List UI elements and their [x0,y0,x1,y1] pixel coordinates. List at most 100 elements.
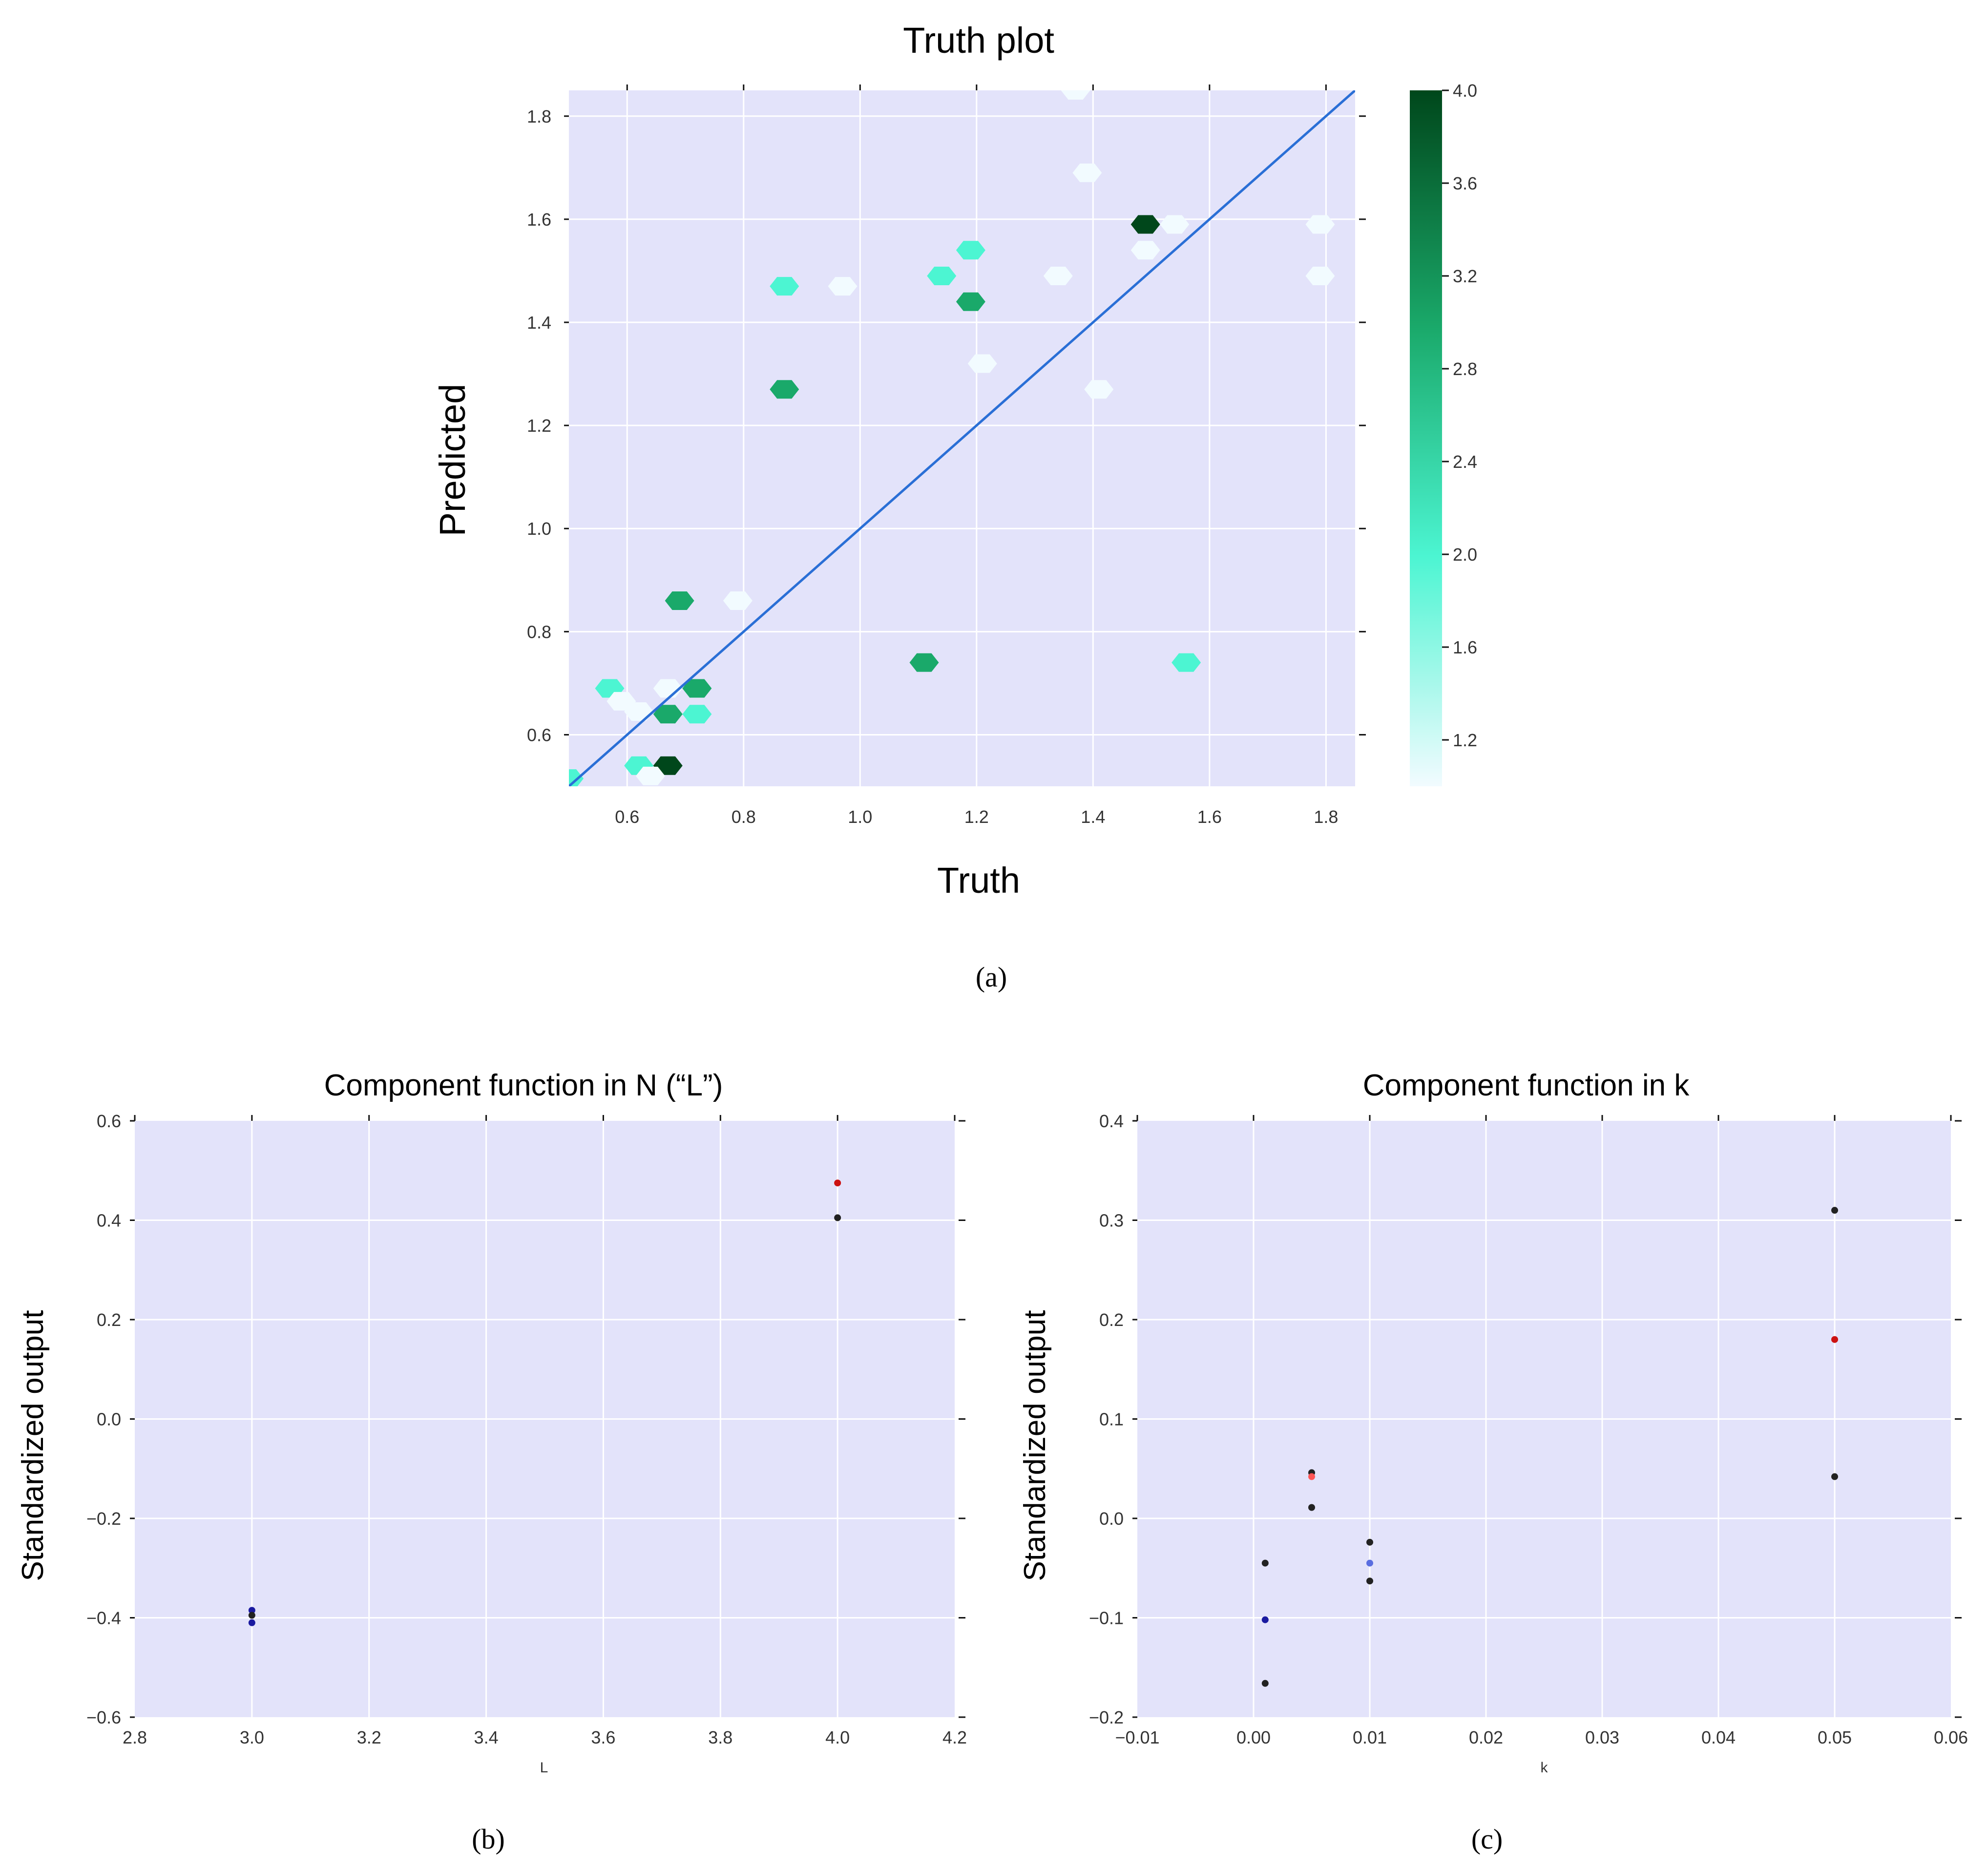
chart-a-hexbin [635,766,665,785]
chart-c-point [1366,1559,1373,1567]
chart-c-point [1831,1473,1838,1480]
chart-c-point [1366,1538,1373,1546]
a-ytick-label: 0.8 [527,622,551,642]
chart-c-point [1308,1504,1315,1511]
chart-a-hexbin [770,380,799,399]
chart-c-gridlines [1137,1121,1951,1717]
chart-a-identity-line [569,90,1355,786]
a-ytick-label: 1.0 [527,519,551,539]
chart-a-hexbins [569,90,1335,786]
c-xtick-label: 0.01 [1353,1727,1387,1747]
a-xtick-label: 0.6 [615,807,639,827]
chart-a-ylabel: Predicted [432,384,473,537]
chart-a-hexbin [1305,267,1335,285]
chart-a-gridlines [569,90,1355,786]
chart-c-title: Component function in k [1363,1069,1690,1102]
chart-c-point [1366,1577,1373,1585]
chart-b-points [248,1179,841,1626]
chart-a-hexbin [909,653,939,672]
chart-a-hexbin [1172,653,1201,672]
a-xtick-label: 1.8 [1314,807,1338,827]
chart-c-points [1261,1207,1838,1687]
b-xtick-label: 3.0 [240,1727,264,1747]
b-ytick-label: 0.0 [97,1409,121,1430]
chart-c-point [1261,1559,1269,1567]
chart-a-hexbin [682,705,712,724]
b-ytick-label: −0.2 [86,1509,121,1529]
chart-a-hexbin [665,591,694,610]
chart-b-point [248,1607,255,1614]
chart-b-point [248,1619,255,1626]
b-ytick-label: −0.6 [86,1707,121,1727]
chart-a-hexbin [624,702,654,721]
b-xtick-label: 3.8 [708,1727,732,1747]
chart-a-caption: (a) [976,961,1007,993]
a-xtick-label: 1.6 [1197,807,1222,827]
chart-c-point [1261,1616,1269,1623]
chart-b-point [834,1214,841,1221]
c-ytick-label: 0.2 [1099,1310,1124,1330]
a-ytick-label: 0.6 [527,725,551,745]
chart-a-hexbin [682,679,712,698]
chart-a-hexbin [1305,215,1335,234]
chart-c-ylabel: Standardized output [1018,1310,1052,1581]
chart-b-point [834,1179,841,1187]
chart-a-hexbin [1084,380,1114,399]
chart-a-hexbin [653,705,683,724]
chart-b-ticks: 2.8 3.0 3.2 3.4 3.6 3.8 4.0 4.2 −0.6 −0.4 −0.2 0.0 0… [86,1111,967,1747]
chart-a-colorbar-tick-label: 2.4 [1453,452,1477,472]
chart-a-hexbin [1043,267,1073,285]
chart-a-hexbin [967,354,997,373]
chart-a-hexbin [927,267,957,285]
a-xtick-label: 1.4 [1081,807,1105,827]
b-xtick-label: 2.8 [123,1727,147,1747]
chart-b-xlabel: L [540,1760,548,1776]
c-xtick-label: 0.04 [1701,1727,1736,1747]
c-xtick-label: 0.03 [1585,1727,1619,1747]
chart-c-xlabel: k [1541,1760,1549,1776]
chart-c-point [1308,1473,1315,1480]
c-ytick-label: 0.4 [1099,1111,1124,1131]
b-xtick-label: 3.4 [474,1727,499,1747]
a-ytick-label: 1.2 [527,416,551,436]
chart-a-hexbin [1061,90,1090,100]
c-xtick-label: 0.02 [1469,1727,1503,1747]
a-xtick-label: 1.0 [848,807,872,827]
chart-a-title: Truth plot [903,20,1054,61]
chart-a-hexbin [956,292,985,311]
b-ytick-label: 0.4 [97,1211,121,1231]
c-ytick-label: 0.3 [1099,1211,1124,1231]
c-ytick-label: 0.1 [1099,1409,1124,1430]
chart-c-ticks: −0.01 0.00 0.01 0.02 0.03 0.04 0.05 0.06 −0.2 −0.… [1089,1111,1968,1747]
chart-b-point [248,1612,255,1619]
chart-a-xlabel: Truth [937,860,1020,901]
chart-a-colorbar-ticks: 1.2 1.6 2.0 2.4 2.8 3.2 3.6 4.0 [1442,81,1477,750]
c-xtick-label: 0.06 [1934,1727,1968,1747]
chart-b: Component function in N (“L”) 2.8 3.0 3.2 3… [16,1069,967,1855]
a-xtick-label: 1.2 [964,807,989,827]
chart-a-hexbin [1130,215,1160,234]
c-xtick-label: 0.05 [1818,1727,1852,1747]
chart-a-hexbin [770,277,799,296]
chart-a-colorbar-tick-label: 3.6 [1453,173,1477,193]
chart-b-ylabel: Standardized output [16,1310,50,1581]
chart-c-caption: (c) [1471,1823,1503,1855]
a-ytick-label: 1.4 [527,313,551,333]
chart-a: Truth plot 0.6 0.8 1.0 1.2 1.4 1.6 1.8 0.6 0.8 1.… [432,20,1477,993]
c-ytick-label: −0.2 [1089,1707,1124,1727]
chart-a-ticks: 0.6 0.8 1.0 1.2 1.4 1.6 1.8 0.6 0.8 1.0 1.2 1.4 1.6 1… [527,84,1366,827]
c-ytick-label: −0.1 [1089,1608,1124,1628]
b-xtick-label: 3.2 [357,1727,381,1747]
chart-c-point [1831,1336,1838,1343]
chart-a-colorbar-tick-label: 2.0 [1453,545,1477,565]
chart-a-hexbin [723,591,753,610]
a-ytick-label: 1.6 [527,210,551,230]
b-xtick-label: 4.0 [825,1727,850,1747]
chart-a-colorbar-tick-label: 4.0 [1453,81,1477,101]
b-ytick-label: 0.6 [97,1111,121,1131]
c-xtick-label: 0.00 [1236,1727,1271,1747]
chart-c-point [1831,1207,1838,1214]
chart-a-colorbar-tick-label: 2.8 [1453,359,1477,379]
chart-a-hexbin [1130,241,1160,260]
